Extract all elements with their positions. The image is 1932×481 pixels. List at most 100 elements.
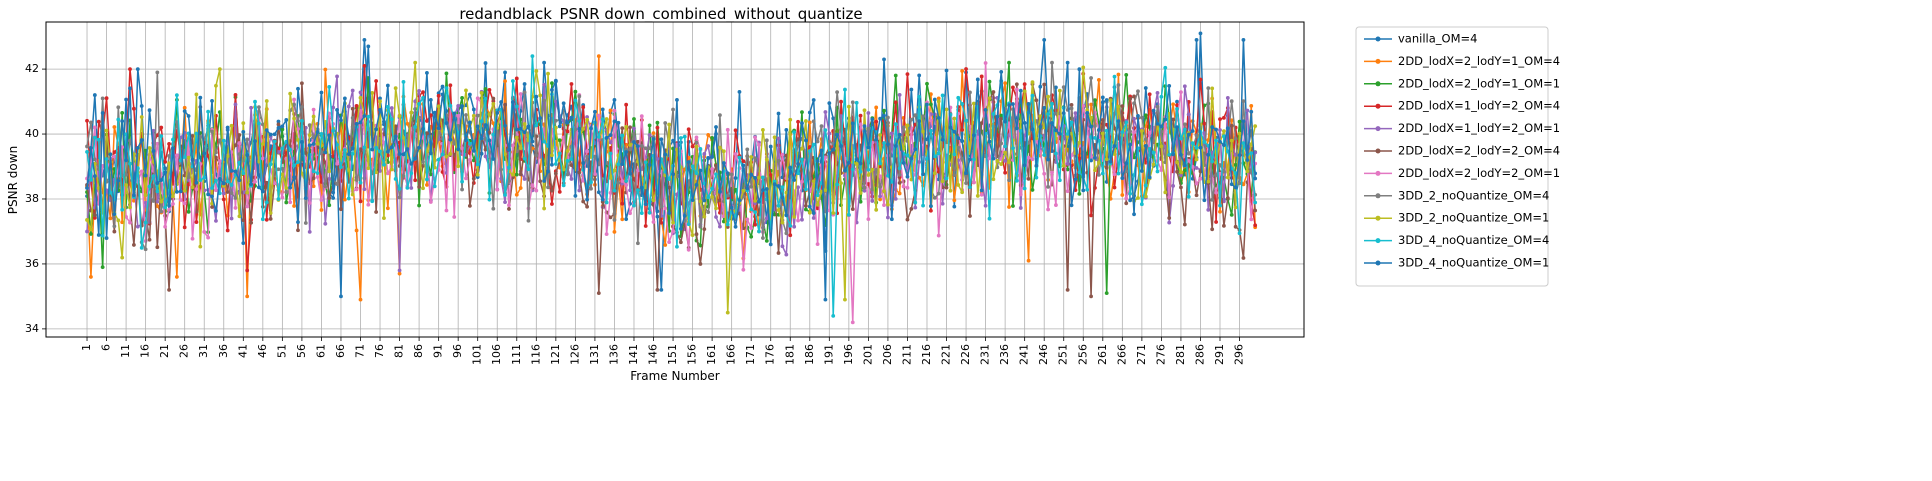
data-point bbox=[1222, 143, 1226, 148]
data-point bbox=[608, 215, 613, 220]
data-point bbox=[421, 126, 425, 131]
data-point bbox=[311, 114, 316, 119]
legend-label: 2DD_lodX=2_lodY=2_OM=1 bbox=[1398, 166, 1560, 180]
data-point bbox=[960, 139, 965, 143]
data-point bbox=[936, 233, 941, 238]
data-point bbox=[354, 187, 359, 192]
data-point bbox=[296, 220, 300, 225]
data-point bbox=[577, 126, 582, 131]
data-point bbox=[663, 152, 668, 157]
data-point bbox=[206, 235, 211, 240]
data-point bbox=[956, 145, 961, 150]
data-point bbox=[92, 135, 97, 140]
data-point bbox=[823, 155, 828, 160]
x-tick-label: 141 bbox=[627, 344, 640, 365]
data-point bbox=[862, 188, 867, 193]
data-point bbox=[155, 199, 160, 204]
data-point bbox=[1065, 60, 1070, 65]
data-point bbox=[893, 144, 898, 148]
data-point bbox=[241, 121, 246, 126]
data-point bbox=[237, 141, 242, 145]
data-point bbox=[878, 184, 883, 189]
data-point bbox=[635, 188, 640, 193]
data-point bbox=[620, 162, 625, 167]
data-point bbox=[217, 176, 222, 181]
data-point bbox=[151, 199, 156, 203]
data-point bbox=[612, 188, 617, 193]
data-point bbox=[397, 187, 402, 191]
data-point bbox=[362, 145, 367, 150]
data-point bbox=[467, 157, 472, 162]
data-point bbox=[1100, 100, 1105, 105]
data-point bbox=[596, 135, 601, 139]
data-point bbox=[194, 92, 199, 97]
data-point bbox=[1077, 191, 1082, 196]
data-point bbox=[245, 137, 250, 142]
y-axis-label: PSNR down bbox=[6, 146, 20, 214]
data-point bbox=[1116, 72, 1121, 77]
data-point bbox=[1182, 127, 1187, 132]
data-point bbox=[1225, 175, 1230, 180]
data-point bbox=[604, 200, 609, 205]
data-point bbox=[620, 217, 625, 222]
data-point bbox=[514, 172, 519, 177]
data-point bbox=[768, 144, 773, 149]
data-point bbox=[346, 104, 351, 109]
x-tick-label: 136 bbox=[607, 344, 620, 365]
data-point bbox=[128, 205, 132, 210]
data-point bbox=[428, 113, 433, 118]
legend-marker bbox=[1375, 126, 1381, 132]
data-point bbox=[745, 217, 750, 222]
data-point bbox=[1077, 140, 1082, 145]
data-point bbox=[503, 102, 507, 107]
data-point bbox=[393, 177, 398, 181]
data-point bbox=[311, 107, 316, 112]
data-point bbox=[374, 170, 379, 175]
data-point bbox=[675, 244, 679, 249]
data-point bbox=[268, 151, 273, 156]
data-point bbox=[550, 87, 554, 92]
data-point bbox=[346, 196, 351, 201]
data-point bbox=[710, 136, 715, 140]
data-point bbox=[569, 163, 574, 168]
data-point bbox=[1112, 152, 1117, 157]
data-point bbox=[475, 124, 480, 129]
data-point bbox=[350, 192, 355, 197]
data-point bbox=[413, 60, 418, 65]
data-point bbox=[1159, 144, 1164, 149]
data-point bbox=[510, 172, 515, 177]
data-point bbox=[608, 190, 613, 195]
data-point bbox=[100, 96, 105, 101]
data-point bbox=[979, 192, 984, 197]
data-point bbox=[565, 172, 570, 177]
data-point bbox=[1202, 121, 1207, 126]
data-point bbox=[733, 176, 738, 180]
data-point bbox=[428, 172, 433, 177]
data-point bbox=[487, 112, 492, 117]
data-point bbox=[190, 134, 195, 138]
data-point bbox=[1120, 176, 1125, 181]
data-point bbox=[866, 145, 871, 150]
data-point bbox=[776, 158, 781, 163]
x-tick-label: 251 bbox=[1057, 344, 1070, 365]
data-point bbox=[741, 159, 746, 164]
data-point bbox=[811, 179, 816, 184]
data-point bbox=[944, 176, 949, 181]
data-point bbox=[358, 180, 363, 185]
data-point bbox=[1096, 78, 1101, 82]
data-point bbox=[807, 110, 812, 115]
data-point bbox=[1112, 74, 1117, 79]
data-point bbox=[417, 203, 421, 208]
data-point bbox=[1003, 81, 1008, 86]
data-point bbox=[1175, 103, 1179, 108]
data-point bbox=[292, 163, 296, 168]
data-point bbox=[171, 137, 175, 142]
data-point bbox=[288, 200, 293, 205]
data-point bbox=[436, 93, 441, 98]
data-point bbox=[108, 216, 113, 221]
data-point bbox=[1104, 157, 1109, 162]
data-point bbox=[819, 124, 824, 129]
x-tick-label: 36 bbox=[217, 344, 230, 358]
data-point bbox=[1143, 86, 1148, 90]
data-point bbox=[1108, 98, 1113, 103]
